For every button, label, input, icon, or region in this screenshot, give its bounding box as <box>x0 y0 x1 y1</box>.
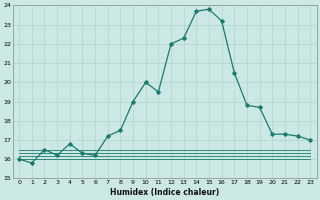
X-axis label: Humidex (Indice chaleur): Humidex (Indice chaleur) <box>110 188 219 197</box>
